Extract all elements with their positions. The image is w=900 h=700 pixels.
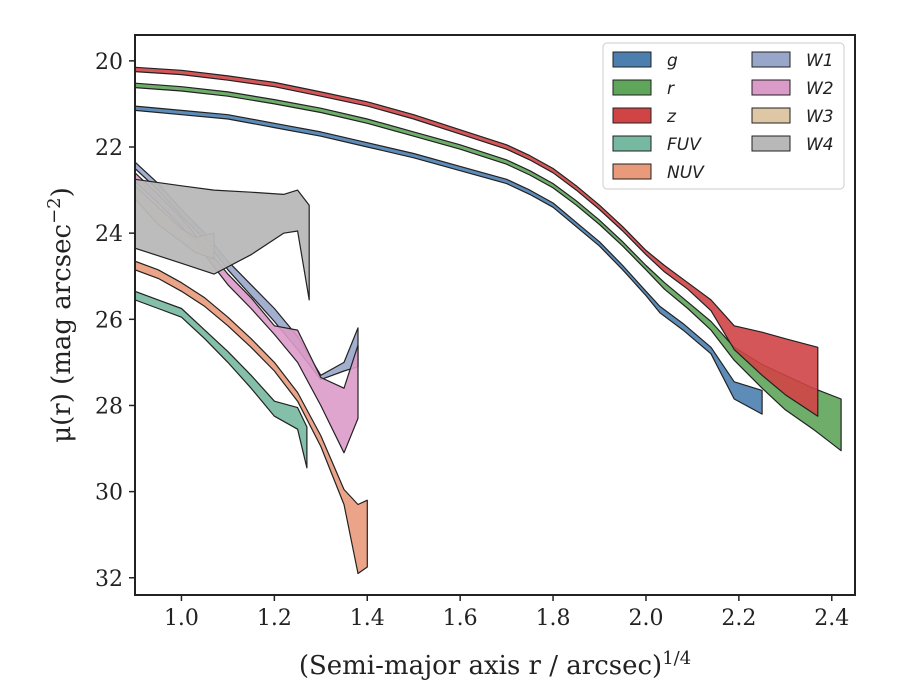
x-axis-label: (Semi-major axis r / arcsec)1/4 <box>299 648 691 681</box>
y-axis-label: μ(r) (mag arcsec−2) <box>44 187 77 443</box>
series-band-g <box>135 105 763 415</box>
y-tick-label: 30 <box>95 481 123 506</box>
legend-label-w3: W3 <box>806 107 834 127</box>
legend-label-g: g <box>667 51 678 71</box>
series-bands <box>135 66 842 575</box>
y-tick-label: 28 <box>95 394 123 419</box>
series-band-r <box>135 82 842 452</box>
y-axis-label-end: ) <box>47 187 77 197</box>
y-tick-label: 26 <box>95 308 123 333</box>
x-axis: 1.0 1.2 1.4 1.6 1.8 2.0 2.2 2.4 <box>164 595 849 631</box>
legend-label-fuv: FUV <box>667 135 702 155</box>
series-band-nuv <box>135 260 368 575</box>
x-axis-label-main: (Semi-major axis r / arcsec) <box>299 651 662 681</box>
x-tick-label: 2.0 <box>628 606 663 631</box>
y-axis-label-main: μ(r) (mag arcsec <box>47 224 77 443</box>
plot-frame <box>134 34 856 596</box>
y-tick-label: 22 <box>95 136 123 161</box>
legend-label-z: z <box>666 107 677 127</box>
legend-swatch-nuv <box>612 163 652 180</box>
legend-label-w1: W1 <box>806 51 834 71</box>
y-axis: 20 22 24 26 28 30 32 <box>95 50 135 592</box>
legend-swatch-z <box>612 107 652 124</box>
legend-swatch-g <box>612 51 652 68</box>
legend-swatch-w3 <box>751 107 791 124</box>
y-tick-label: 20 <box>95 50 123 75</box>
legend-swatch-w2 <box>751 79 791 96</box>
series-band-z <box>135 66 819 417</box>
x-axis-label-exponent: 1/4 <box>662 648 691 669</box>
legend-label-nuv: NUV <box>667 163 705 183</box>
y-tick-label: 24 <box>95 222 123 247</box>
x-tick-label: 1.4 <box>350 606 385 631</box>
x-tick-label: 1.8 <box>536 606 571 631</box>
x-tick-label: 2.4 <box>814 606 849 631</box>
x-tick-label: 1.6 <box>443 606 478 631</box>
x-tick-label: 1.2 <box>257 606 292 631</box>
legend-label-r: r <box>667 79 675 99</box>
y-tick-label: 32 <box>95 567 123 592</box>
legend-swatch-w4 <box>751 135 791 152</box>
y-axis-label-exponent: −2 <box>44 197 65 224</box>
x-tick-label: 1.0 <box>164 606 199 631</box>
series-band-w4 <box>135 178 310 301</box>
x-tick-label: 2.2 <box>721 606 756 631</box>
legend: grz FUV NUV W1 W2 W3 W4 <box>602 42 845 190</box>
legend-swatch-w1 <box>751 51 791 68</box>
legend-label-w2: W2 <box>806 79 834 99</box>
legend-swatch-fuv <box>612 135 652 152</box>
legend-swatch-r <box>612 79 652 96</box>
legend-label-w4: W4 <box>806 135 834 155</box>
series-band-fuv <box>135 290 308 469</box>
